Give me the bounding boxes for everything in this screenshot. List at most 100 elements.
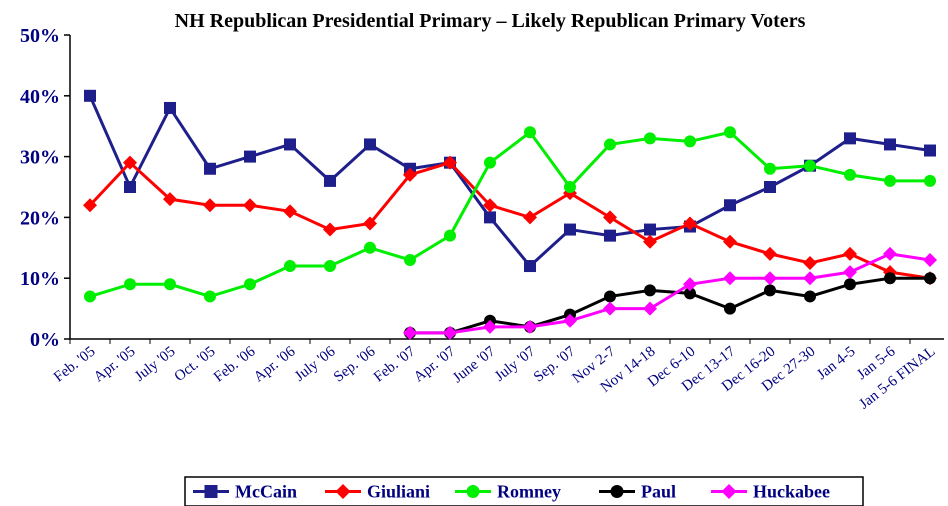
- data-point-huckabee: [643, 301, 657, 316]
- data-point-romney: [764, 162, 776, 175]
- data-point-huckabee: [883, 246, 897, 261]
- y-tick-label: 40%: [20, 86, 60, 108]
- data-point-mccain: [764, 181, 776, 193]
- data-point-paul: [684, 287, 696, 300]
- x-tick-label: Sep. '06: [331, 343, 379, 385]
- series-mccain: [84, 89, 936, 273]
- data-point-paul: [764, 284, 776, 297]
- data-point-huckabee: [443, 325, 457, 340]
- data-point-paul: [604, 290, 616, 303]
- data-point-giuliani: [323, 222, 337, 237]
- data-point-mccain: [364, 138, 376, 151]
- data-point-romney: [924, 174, 936, 187]
- data-point-giuliani: [363, 216, 377, 231]
- x-tick-label: July '05: [132, 344, 178, 385]
- series-giuliani: [83, 155, 937, 286]
- data-point-huckabee: [563, 313, 577, 328]
- data-point-giuliani: [203, 198, 217, 213]
- data-point-giuliani: [163, 192, 177, 207]
- y-tick-label: 0%: [30, 329, 60, 351]
- data-point-giuliani: [643, 234, 657, 249]
- y-tick-label: 30%: [20, 147, 60, 169]
- x-tick-label: July '06: [292, 343, 339, 385]
- data-point-mccain: [604, 229, 616, 242]
- legend-label-mccain: McCain: [235, 482, 297, 502]
- series-romney: [84, 126, 936, 303]
- data-point-huckabee: [603, 301, 617, 316]
- series-huckabee: [403, 246, 937, 340]
- data-point-romney: [284, 260, 296, 273]
- x-tick-label: Apr. '05: [91, 344, 138, 386]
- legend-marker-romney: [466, 485, 480, 498]
- data-point-giuliani: [403, 167, 417, 182]
- data-point-mccain: [84, 89, 96, 102]
- data-point-huckabee: [843, 265, 857, 280]
- data-point-paul: [644, 284, 656, 297]
- data-point-romney: [724, 126, 736, 139]
- data-point-giuliani: [443, 155, 457, 170]
- x-tick-label: July '07: [492, 343, 539, 385]
- data-point-huckabee: [683, 277, 697, 292]
- data-point-giuliani: [123, 155, 137, 170]
- data-point-giuliani: [283, 204, 297, 219]
- legend-box: [184, 476, 864, 506]
- data-point-giuliani: [243, 198, 257, 213]
- data-point-romney: [124, 278, 136, 291]
- x-tick-label: Feb. '06: [211, 343, 259, 385]
- data-point-paul: [924, 272, 936, 285]
- data-point-romney: [484, 156, 496, 169]
- legend-item-mccain: McCain: [193, 482, 297, 502]
- legend-label-paul: Paul: [641, 482, 676, 502]
- data-point-huckabee: [923, 252, 937, 267]
- x-tick-label: Apr. '06: [251, 343, 299, 385]
- y-tick-label: 50%: [20, 25, 60, 47]
- data-point-mccain: [284, 138, 296, 151]
- legend-label-giuliani: Giuliani: [367, 482, 430, 502]
- data-point-mccain: [724, 199, 736, 212]
- data-point-giuliani: [723, 234, 737, 249]
- y-tick-label: 10%: [20, 268, 60, 290]
- data-point-romney: [84, 290, 96, 303]
- legend-marker-giuliani: [335, 484, 351, 499]
- data-point-paul: [804, 290, 816, 303]
- legend-label-romney: Romney: [497, 482, 561, 502]
- data-point-huckabee: [523, 319, 537, 334]
- data-point-giuliani: [843, 246, 857, 261]
- series-line-paul: [410, 276, 930, 335]
- legend-marker-paul: [610, 485, 624, 498]
- x-tick-label: Oct. '05: [172, 344, 219, 385]
- data-point-huckabee: [763, 271, 777, 286]
- x-tick-label: Jan 4-5: [814, 344, 858, 384]
- legend-item-huckabee: Huckabee: [711, 482, 830, 502]
- x-tick-label: Sep. '07: [531, 343, 579, 385]
- data-point-mccain: [924, 144, 936, 157]
- series-line-giuliani: [88, 160, 931, 280]
- data-point-romney: [604, 138, 616, 151]
- data-point-giuliani: [603, 210, 617, 225]
- data-point-mccain: [124, 181, 136, 193]
- x-tick-label: June '07: [450, 343, 499, 386]
- data-point-giuliani: [803, 256, 817, 270]
- data-point-giuliani: [523, 210, 537, 225]
- y-tick-label: 20%: [20, 207, 60, 229]
- data-point-giuliani: [683, 216, 697, 231]
- data-point-paul: [884, 272, 896, 285]
- data-point-romney: [684, 135, 696, 148]
- data-point-romney: [844, 168, 856, 181]
- data-point-giuliani: [763, 246, 777, 261]
- data-point-romney: [564, 181, 576, 193]
- legend: McCain Giuliani Romney Paul Huckabee: [184, 476, 864, 506]
- data-point-mccain: [524, 260, 536, 273]
- x-tick-label: Feb. '07: [371, 343, 419, 385]
- data-point-paul: [844, 278, 856, 291]
- data-point-mccain: [164, 101, 176, 114]
- data-point-giuliani: [483, 198, 497, 213]
- legend-marker-mccain: [204, 485, 218, 498]
- data-point-paul: [724, 302, 736, 315]
- data-point-mccain: [844, 132, 856, 145]
- data-point-romney: [164, 278, 176, 291]
- data-point-romney: [884, 174, 896, 187]
- series-line-mccain: [88, 95, 931, 269]
